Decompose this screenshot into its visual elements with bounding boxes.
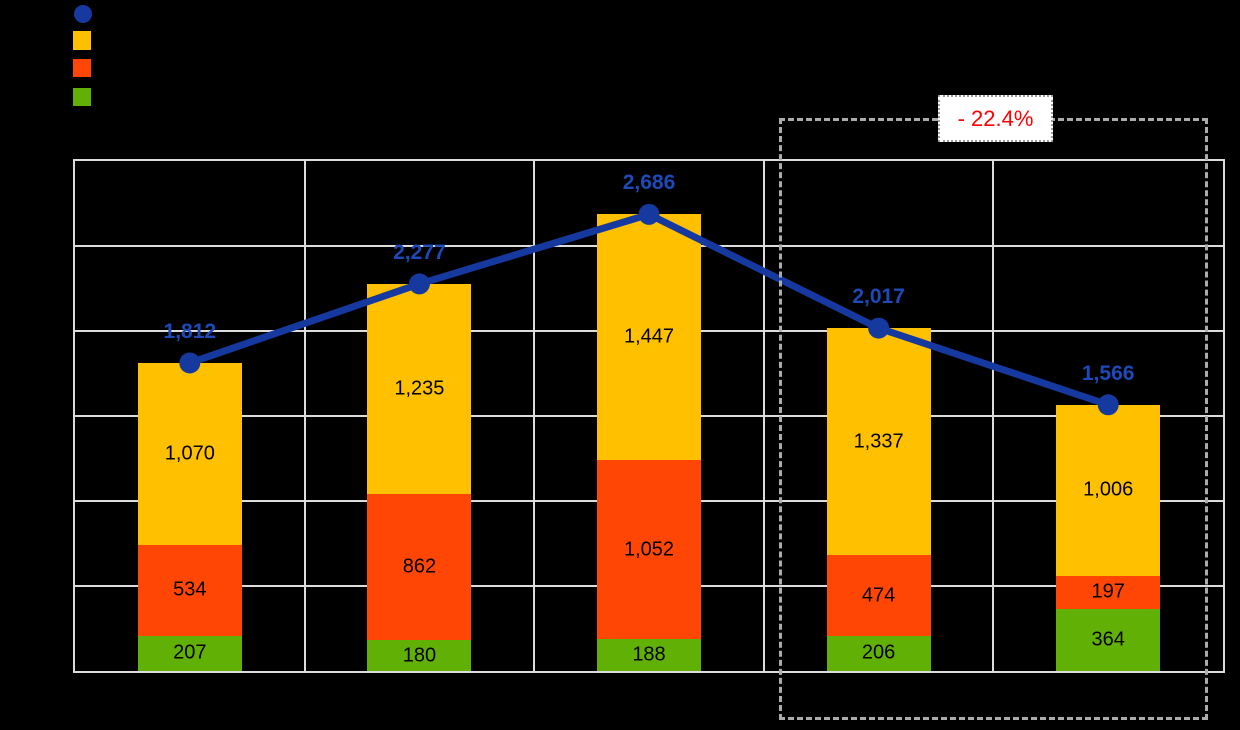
annotation-label: - 22.4% bbox=[957, 105, 1034, 131]
segment-value-label: 1,235 bbox=[394, 377, 445, 400]
bar-segment bbox=[597, 214, 701, 461]
segment-value-label: 197 bbox=[1091, 580, 1125, 603]
segment-value-label: 534 bbox=[173, 578, 207, 601]
bar-segment bbox=[1056, 404, 1161, 576]
data-point-marker bbox=[1097, 394, 1119, 416]
segment-value-label: 207 bbox=[173, 641, 207, 664]
total-line-layer bbox=[179, 203, 1119, 416]
segment-value-label: 180 bbox=[402, 644, 437, 667]
gridline-vertical bbox=[303, 161, 306, 671]
segment-value-label: 188 bbox=[632, 643, 666, 666]
gridline-vertical bbox=[533, 161, 536, 671]
legend-marker-green-series-icon bbox=[73, 88, 91, 106]
bar-segment bbox=[137, 545, 242, 636]
segment-value-label: 1,052 bbox=[623, 538, 675, 561]
bar-layer bbox=[75, 161, 1223, 671]
total-value-label: 2,017 bbox=[852, 285, 905, 309]
data-point-marker bbox=[638, 203, 660, 225]
segment-value-label: 862 bbox=[402, 555, 437, 578]
bar-segment bbox=[367, 493, 472, 641]
bar-segment bbox=[137, 363, 242, 546]
bar-segment bbox=[367, 640, 472, 671]
annotation-box: - 22.4% bbox=[938, 95, 1053, 142]
legend-marker-amber-series-icon bbox=[73, 31, 91, 50]
segment-value-label: 364 bbox=[1091, 628, 1125, 651]
bar-segment bbox=[597, 460, 701, 640]
gridline-vertical bbox=[992, 161, 995, 671]
bar-segment bbox=[826, 555, 931, 636]
segment-value-label: 206 bbox=[861, 641, 896, 664]
bar-segment bbox=[826, 328, 931, 556]
total-value-label: 2,277 bbox=[393, 240, 446, 264]
legend-marker-total-line-icon bbox=[74, 5, 92, 23]
bar-segment bbox=[137, 635, 242, 671]
legend-marker-red-series-icon bbox=[73, 59, 91, 77]
bar-segment bbox=[1056, 609, 1161, 671]
segment-value-label: 1,447 bbox=[623, 325, 675, 348]
gridline-vertical bbox=[762, 161, 765, 671]
segment-value-label: 1,006 bbox=[1083, 478, 1134, 501]
data-point-marker bbox=[179, 352, 201, 374]
data-point-marker bbox=[408, 273, 430, 295]
plot-area: 207 534 1,070 180 862 1,235 188 1,052 1,447 206 47… bbox=[73, 159, 1225, 673]
total-value-label: 1,566 bbox=[1081, 361, 1135, 385]
segment-value-label: 474 bbox=[861, 584, 896, 607]
bar-segment bbox=[367, 283, 472, 494]
bar-segment bbox=[1056, 575, 1161, 610]
total-value-label: 2,686 bbox=[622, 171, 676, 195]
bar-segment bbox=[826, 635, 931, 671]
segment-value-label: 1,070 bbox=[164, 442, 215, 465]
data-label-layer: 207 534 1,070 180 862 1,235 188 1,052 1,447 206 47… bbox=[75, 161, 1223, 671]
total-value-label: 1,812 bbox=[163, 319, 217, 343]
bar-segment bbox=[597, 639, 701, 671]
data-point-marker bbox=[868, 317, 890, 339]
segment-value-label: 1,337 bbox=[853, 430, 904, 453]
